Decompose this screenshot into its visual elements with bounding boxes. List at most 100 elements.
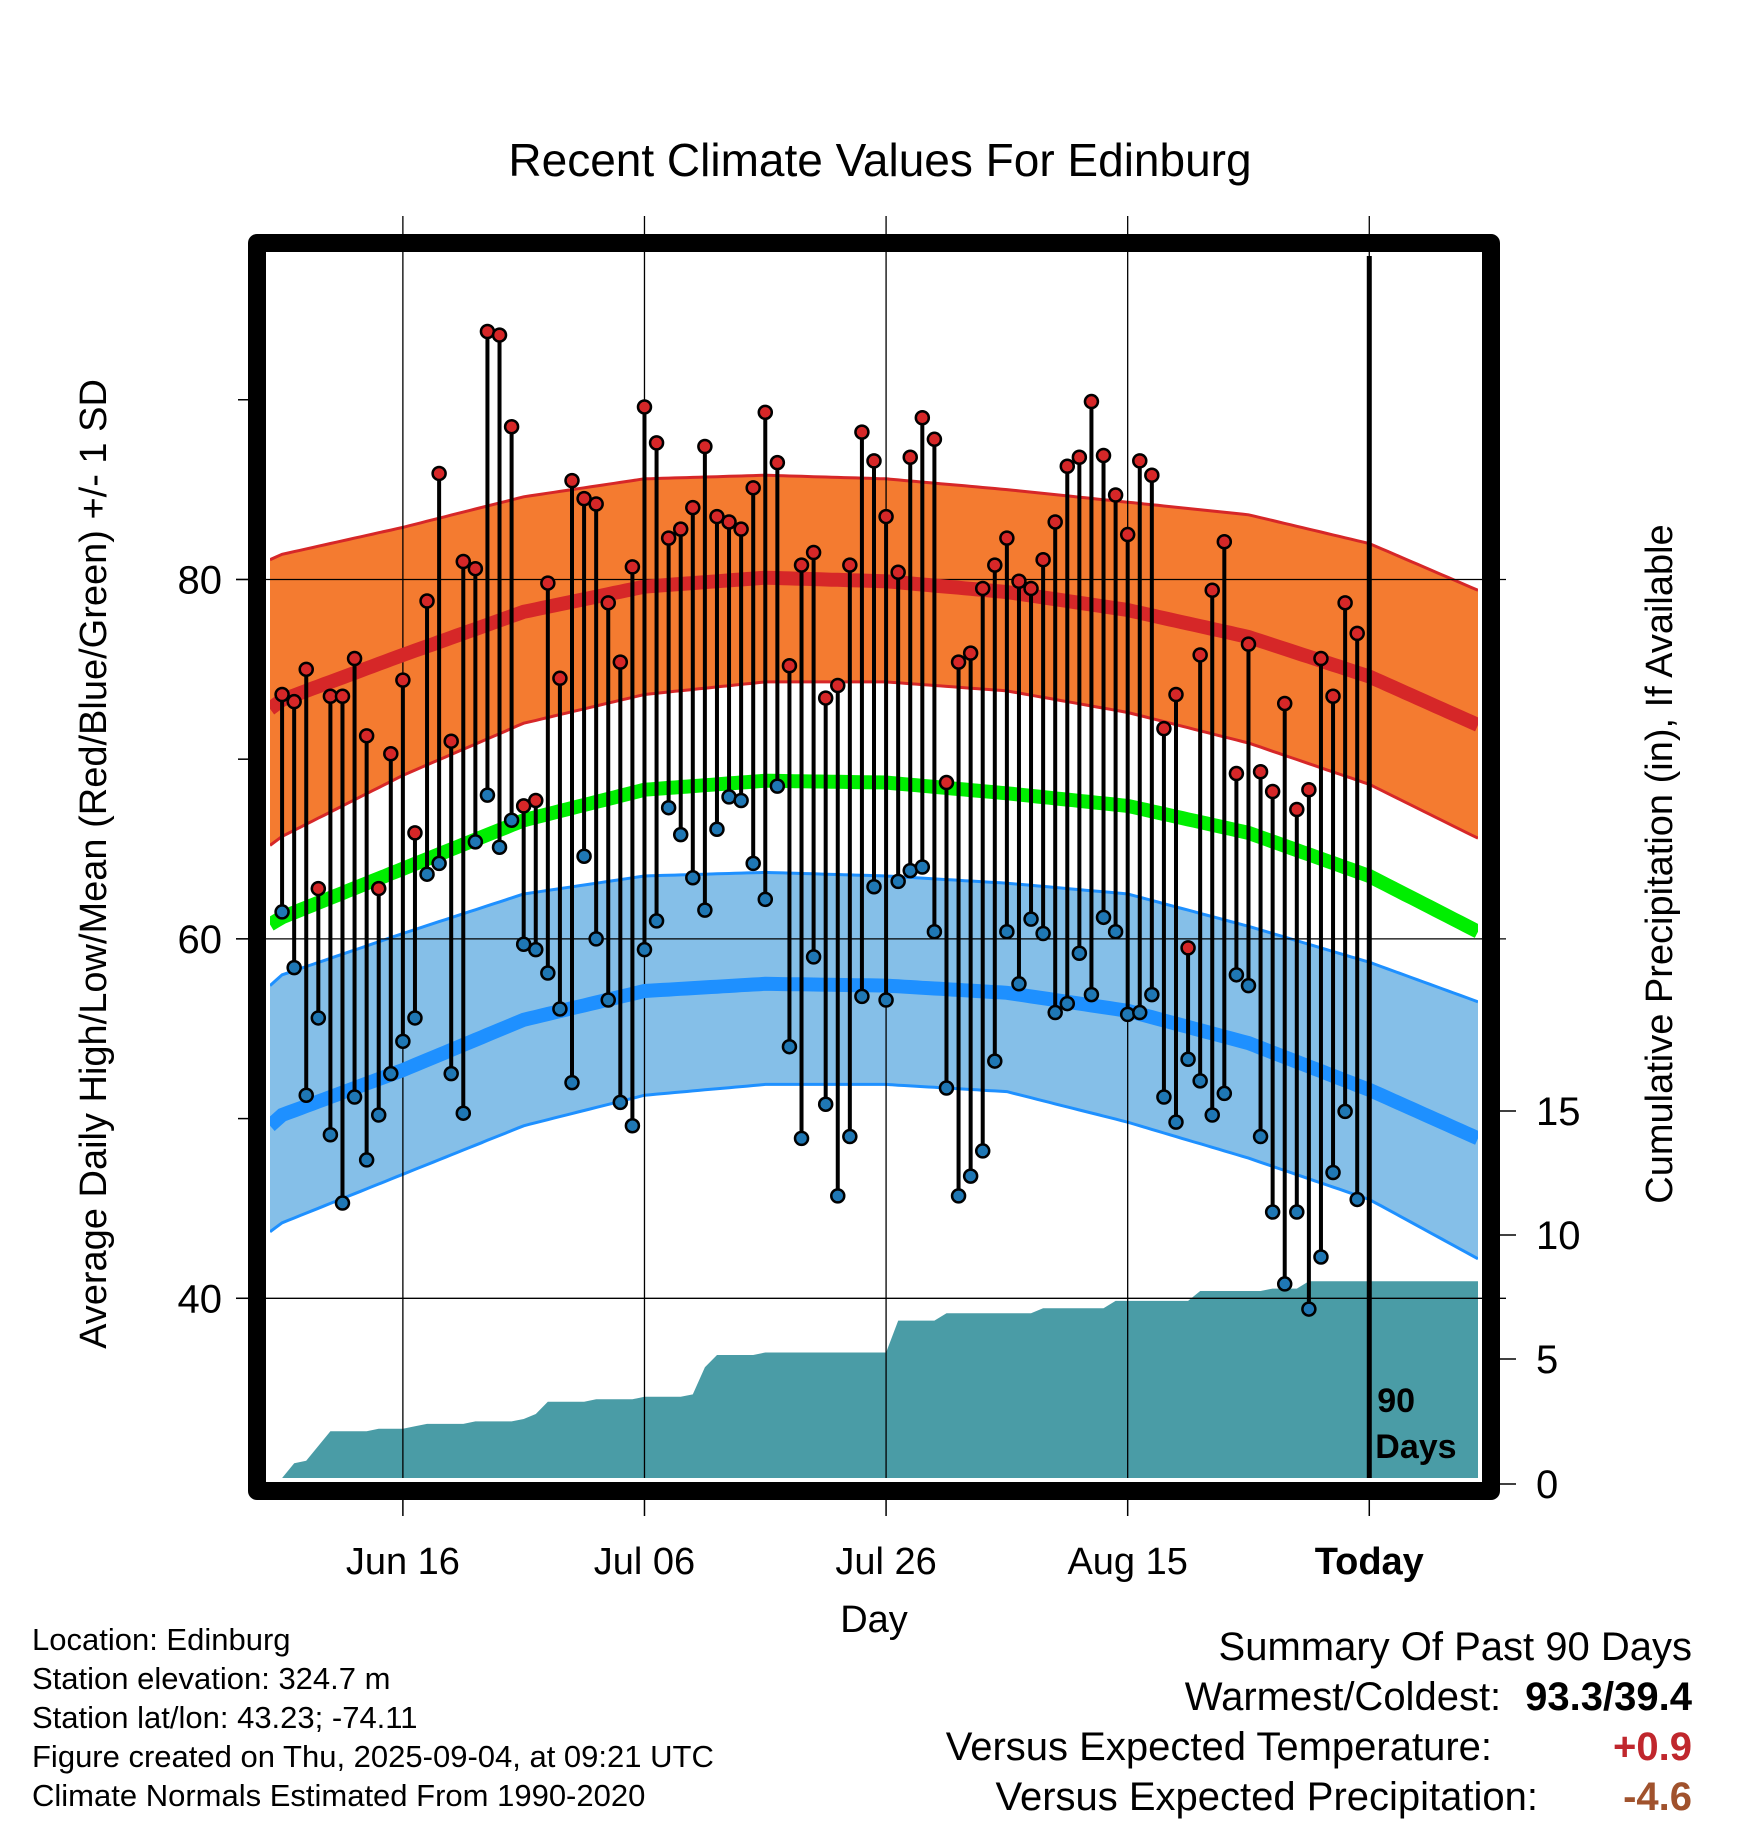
- y2-tick-label: 15: [1536, 1090, 1581, 1134]
- high-point: [685, 499, 701, 516]
- low-point: [528, 941, 544, 958]
- high-point: [1301, 781, 1317, 798]
- created-text: Figure created on Thu, 2025-09-04, at 09…: [32, 1739, 714, 1774]
- high-point: [588, 496, 604, 512]
- x-tick-label: Jun 16: [346, 1541, 460, 1583]
- y2-tick-label: 10: [1536, 1214, 1581, 1258]
- high-point: [842, 557, 858, 573]
- high-point: [540, 575, 556, 591]
- high-point: [431, 465, 447, 482]
- low-point: [672, 826, 689, 843]
- high-point: [721, 514, 737, 530]
- low-point: [697, 902, 713, 918]
- high-point: [600, 595, 616, 611]
- high-point: [419, 593, 435, 609]
- low-point: [1035, 925, 1051, 942]
- low-point: [358, 1152, 375, 1168]
- precip-label: Versus Expected Precipitation:: [995, 1775, 1538, 1819]
- summary-panel: Summary Of Past 90 Days Warmest/Coldest:…: [946, 1622, 1692, 1822]
- high-point: [395, 672, 411, 688]
- low-point: [407, 1010, 423, 1026]
- high-point: [310, 880, 327, 897]
- high-point: [769, 454, 786, 471]
- low-point: [346, 1089, 363, 1105]
- temp-label: Versus Expected Temperature:: [945, 1725, 1492, 1769]
- low-point: [1095, 909, 1112, 926]
- high-point: [950, 654, 967, 670]
- high-point: [793, 557, 810, 573]
- high-point: [672, 521, 689, 537]
- high-point: [987, 557, 1003, 573]
- high-point: [383, 746, 399, 762]
- high-point: [1180, 940, 1196, 956]
- low-point: [1023, 911, 1039, 927]
- low-point: [1083, 986, 1100, 1003]
- low-point: [1011, 976, 1027, 992]
- y-tick-label: 80: [178, 558, 223, 602]
- high-point: [817, 690, 834, 706]
- high-point: [648, 435, 665, 451]
- low-point: [962, 1168, 979, 1184]
- high-point: [1168, 686, 1184, 703]
- summary-heading: Summary Of Past 90 Days: [1218, 1625, 1692, 1669]
- y-tick-label: 40: [178, 1277, 223, 1321]
- high-point: [1071, 449, 1088, 466]
- x-tick-label: Jul 06: [594, 1541, 695, 1583]
- high-point: [878, 508, 894, 525]
- high-point: [999, 530, 1015, 546]
- high-point: [1325, 688, 1341, 705]
- warmest-label: Warmest/Coldest:: [1184, 1675, 1502, 1719]
- station-info: Location: Edinburg Station elevation: 32…: [32, 1620, 714, 1815]
- high-point: [1216, 533, 1233, 550]
- high-point: [805, 544, 822, 561]
- low-point: [781, 1038, 798, 1055]
- low-point: [745, 855, 761, 872]
- high-point: [612, 654, 629, 670]
- low-point: [830, 1188, 846, 1204]
- today-label-line1: 90: [1377, 1382, 1415, 1420]
- precip-area: [270, 1281, 1478, 1478]
- low-point: [757, 891, 774, 908]
- x-tick-label: Jul 26: [835, 1541, 936, 1583]
- low-point: [1349, 1191, 1365, 1208]
- high-point: [866, 453, 882, 469]
- low-point: [769, 778, 786, 794]
- low-point: [974, 1143, 991, 1159]
- summary-row-precip: Versus Expected Precipitation: -4.6: [946, 1772, 1692, 1822]
- low-point: [854, 988, 870, 1005]
- low-point: [298, 1087, 314, 1103]
- low-point: [1192, 1073, 1208, 1089]
- y2-axis-label: Cumulative Precipitation (in), If Availa…: [1639, 524, 1681, 1203]
- high-point: [1228, 765, 1245, 782]
- low-sd-lower-line: [270, 1082, 1478, 1261]
- low-point: [370, 1107, 387, 1123]
- high-point: [1240, 636, 1257, 652]
- low-point: [1264, 1204, 1281, 1220]
- low-point: [1059, 995, 1076, 1012]
- low-point: [540, 965, 556, 981]
- high-point: [443, 733, 459, 749]
- low-point: [805, 949, 822, 965]
- high-point: [1035, 551, 1051, 568]
- low-point: [491, 839, 508, 855]
- low-point: [612, 1094, 629, 1111]
- low-point: [383, 1065, 399, 1082]
- high-point: [890, 564, 906, 581]
- high-point: [274, 686, 290, 703]
- low-point: [842, 1128, 858, 1145]
- high-point: [709, 508, 725, 525]
- high-point: [1059, 458, 1076, 475]
- normals-text: Climate Normals Estimated From 1990-2020: [32, 1778, 646, 1813]
- today-label-line2: Days: [1375, 1428, 1456, 1466]
- y-tick-label: 60: [178, 918, 223, 962]
- high-point: [745, 480, 761, 496]
- low-point: [999, 923, 1015, 940]
- high-point: [286, 693, 302, 710]
- x-tick-label: Today: [1315, 1541, 1424, 1583]
- plot-area: 90 Days Jun 16 Jul 06 Jul 26 Aug 15 Today 40 60 8…: [178, 216, 1581, 1583]
- high-point: [624, 559, 641, 575]
- y2-tick-label: 5: [1536, 1338, 1558, 1382]
- low-point: [926, 923, 943, 940]
- y-axis-label: Average Daily High/Low/Mean (Red/Blue/Gr…: [73, 379, 115, 1349]
